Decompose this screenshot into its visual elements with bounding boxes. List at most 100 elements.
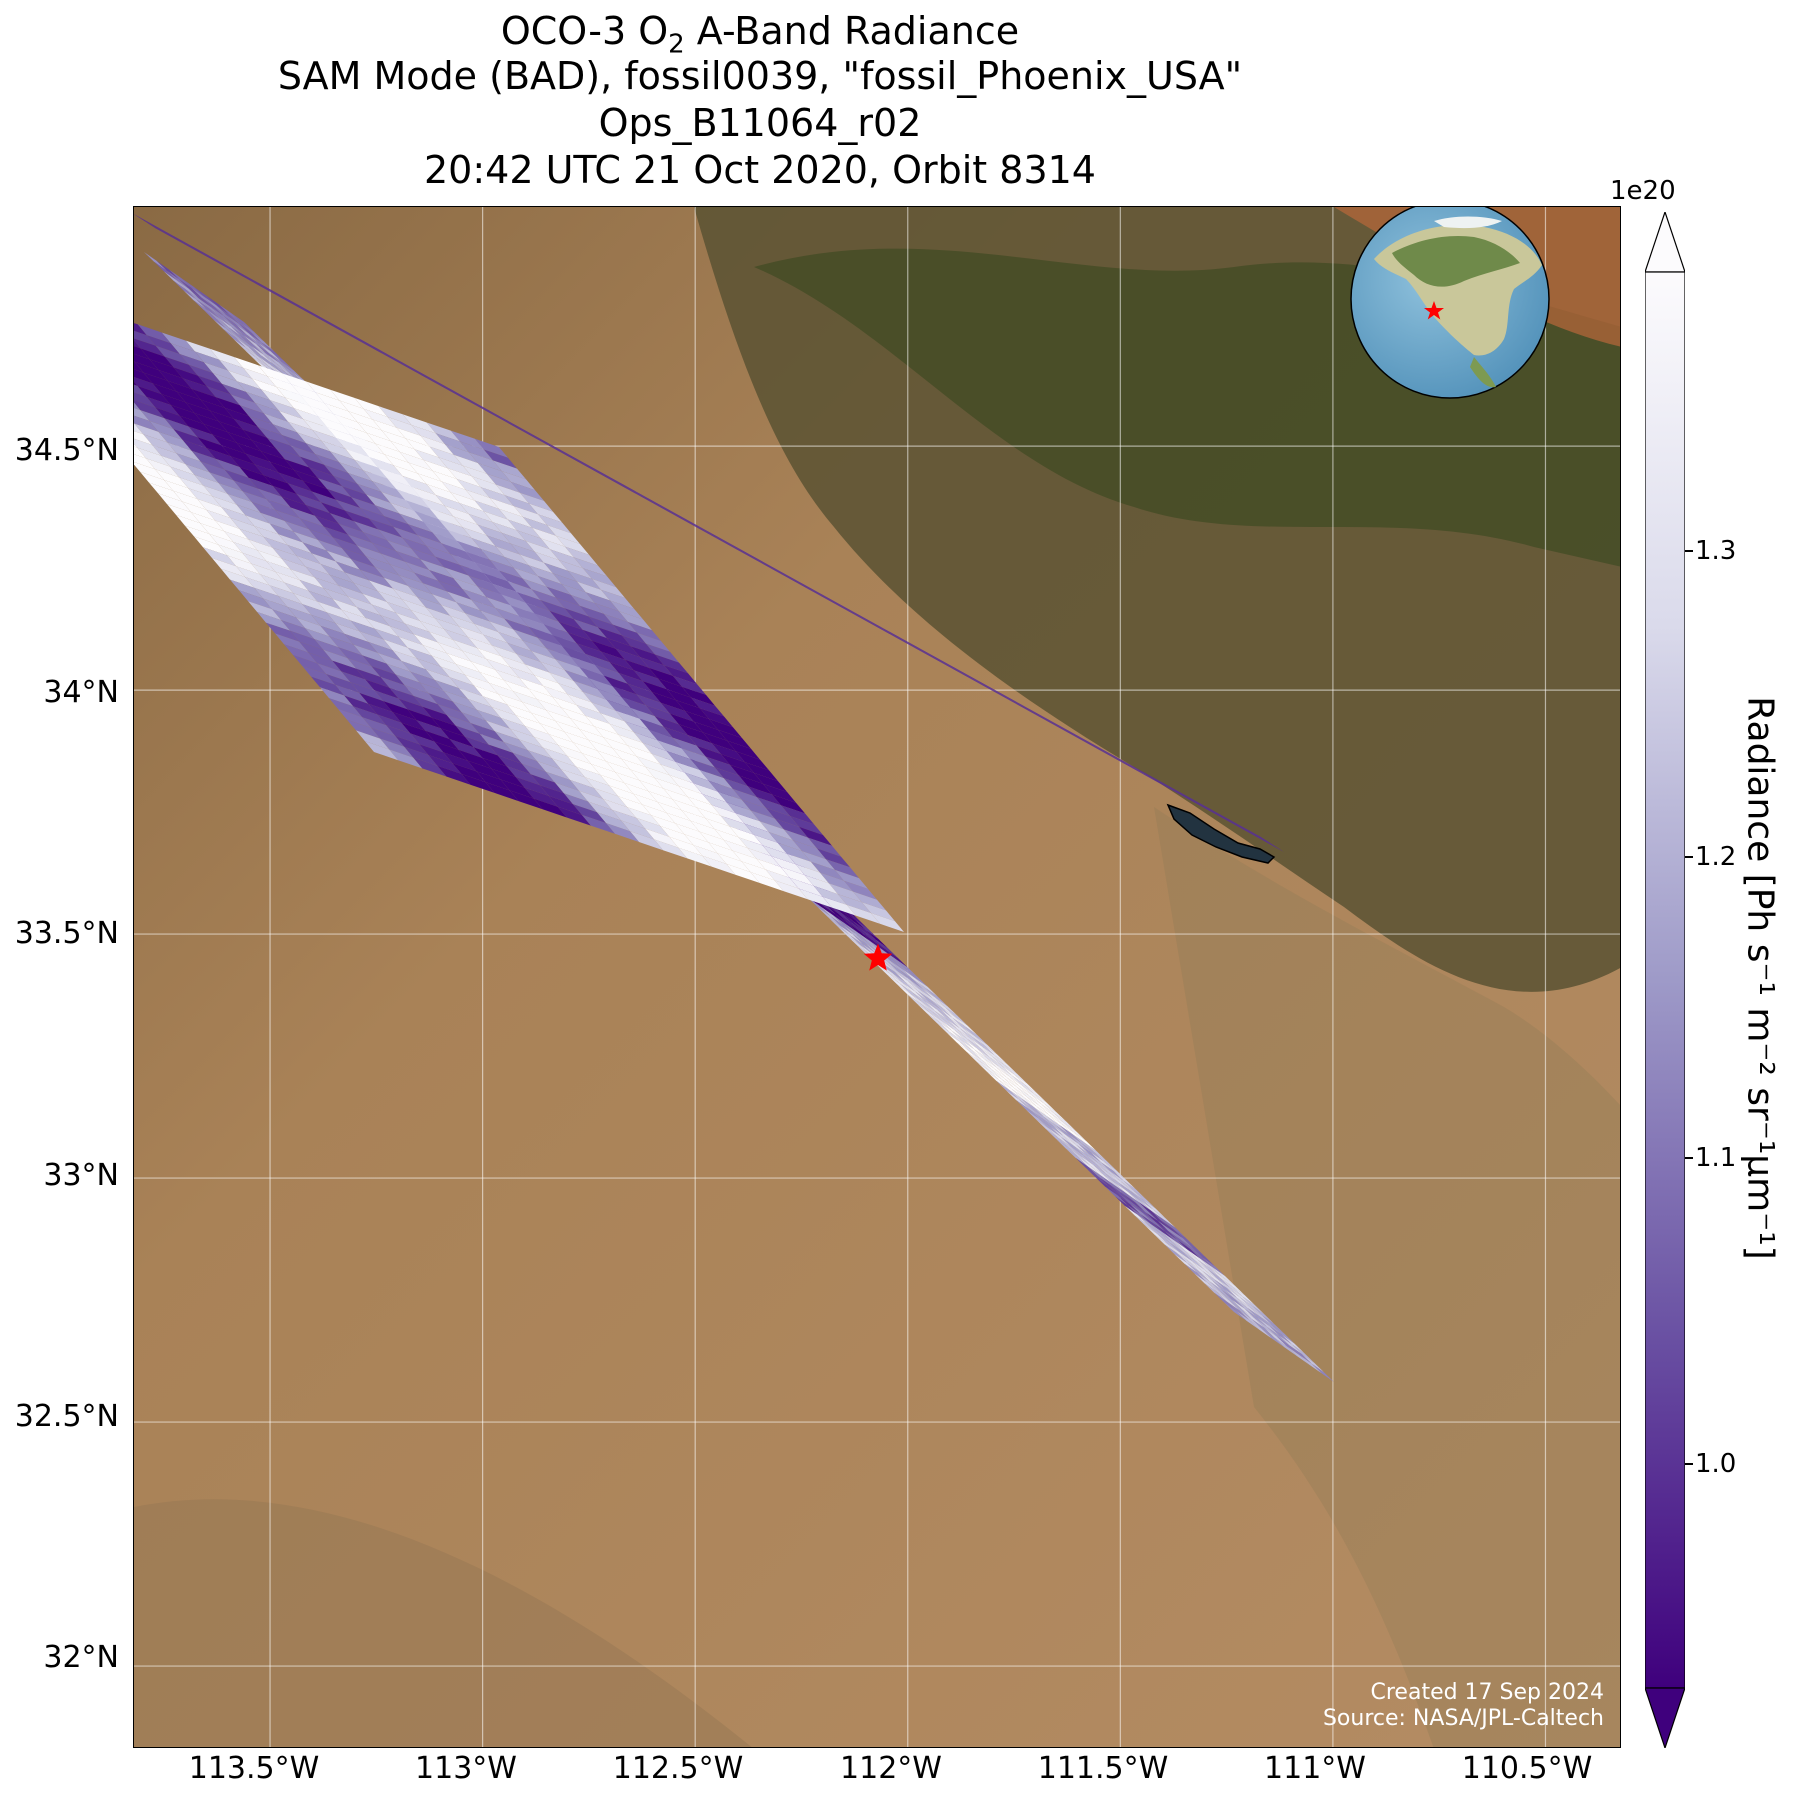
swath-cell <box>726 863 760 883</box>
swath-cell <box>479 672 513 692</box>
swath-cell <box>567 755 601 775</box>
swath-cell <box>392 588 426 608</box>
swath-cell <box>134 361 168 381</box>
swath-cell <box>702 528 1273 845</box>
swath-cell <box>976 1061 999 1080</box>
swath-cell <box>209 533 243 553</box>
swath-cell <box>561 645 595 665</box>
swath-cell <box>239 590 273 610</box>
swath-cell <box>233 418 267 438</box>
swath-cell <box>495 669 529 689</box>
swath-cell <box>377 591 411 611</box>
swath-cell <box>669 713 703 733</box>
swath-cell <box>234 357 268 376</box>
swath-cell <box>936 1022 960 1042</box>
swath-cell <box>510 605 544 625</box>
swath-cell <box>432 594 466 614</box>
swath-cell <box>1229 1300 1252 1319</box>
swath-cell <box>525 541 559 560</box>
swath-cell <box>1222 1276 1245 1296</box>
swath-cell <box>267 376 301 395</box>
swath-cell <box>823 905 846 924</box>
swath-cell <box>167 380 201 400</box>
swath-cell <box>1034 1093 1057 1113</box>
swath-cell <box>564 546 598 566</box>
swath-cell <box>221 568 255 588</box>
swath-cell <box>278 595 312 615</box>
swath-cell <box>927 1000 950 1019</box>
swath-cell <box>243 367 277 387</box>
swath-cell <box>1167 1243 1190 1262</box>
swath-cell <box>1157 1220 1181 1240</box>
lon-tick-label: 113°W <box>415 1751 517 1786</box>
swath-cell <box>258 356 281 375</box>
swath-cell <box>276 386 310 406</box>
swath-cell <box>777 842 811 862</box>
swath-cell <box>483 449 517 469</box>
swath-cell <box>362 655 396 675</box>
lat-tick-label: 34°N <box>43 675 119 710</box>
swath-cell <box>744 762 778 782</box>
swath-cell <box>176 280 199 299</box>
swath-cell <box>1209 1281 1232 1300</box>
swath-cell <box>1189 1262 1212 1281</box>
swath-cell <box>279 410 313 430</box>
swath-cell <box>1252 1305 1275 1325</box>
swath-cell <box>852 891 886 911</box>
swath-cell <box>1021 1085 1044 1104</box>
swath-cell <box>193 300 216 319</box>
swath-cell <box>134 446 147 459</box>
swath-cell <box>1289 1345 1312 1364</box>
swath-cell <box>615 710 649 730</box>
swath-cell <box>587 801 621 821</box>
swath-cell <box>332 598 366 618</box>
swath-cell <box>233 325 256 344</box>
map-canvas[interactable] <box>134 207 1621 1748</box>
swath-cell <box>287 545 321 564</box>
swath-cell <box>324 403 358 423</box>
swath-cell <box>191 388 225 408</box>
swath-cell <box>819 872 853 892</box>
swath-cell <box>549 672 583 692</box>
swath-cell <box>134 438 162 456</box>
swath-cell <box>875 939 898 958</box>
swath-cell <box>311 491 345 511</box>
swath-cell <box>441 543 475 563</box>
swath-cell <box>384 516 418 535</box>
map-panel[interactable] <box>133 206 1621 1748</box>
swath-cell <box>344 510 378 530</box>
swath-cell <box>134 423 144 435</box>
swath-cell <box>555 597 589 617</box>
swath-cell <box>1169 1242 1193 1262</box>
swath-cell <box>134 415 159 432</box>
swath-cell <box>558 683 592 703</box>
swath-cell <box>333 475 367 495</box>
swath-cell <box>270 400 304 420</box>
swath-cell <box>134 353 159 370</box>
swath-cell <box>708 719 742 738</box>
swath-cell <box>221 316 244 336</box>
swath-cell <box>309 405 343 425</box>
swath-cell <box>537 699 571 719</box>
swath-cell <box>398 698 432 718</box>
swath-cell <box>245 515 279 535</box>
swath-cell <box>134 462 165 480</box>
swath-cell <box>579 605 613 625</box>
swath-cell <box>269 585 303 605</box>
swath-cell <box>182 378 216 398</box>
swath-cell <box>747 848 781 867</box>
swath-cell <box>258 365 292 385</box>
swath-cell <box>753 772 787 792</box>
swath-cell <box>387 540 421 560</box>
swath-cell <box>1272 1325 1295 1344</box>
swath-cell <box>1311 1363 1334 1382</box>
colorbar-extend-min <box>1645 1687 1685 1748</box>
swath-cell <box>525 664 559 684</box>
swath-cell <box>245 347 269 366</box>
swath-cell <box>513 567 547 587</box>
swath-cell <box>347 658 381 677</box>
swath-cell <box>636 694 670 714</box>
swath-cell <box>1138 1201 1161 1220</box>
swath-cell <box>525 602 559 622</box>
swath-cell <box>278 362 301 381</box>
